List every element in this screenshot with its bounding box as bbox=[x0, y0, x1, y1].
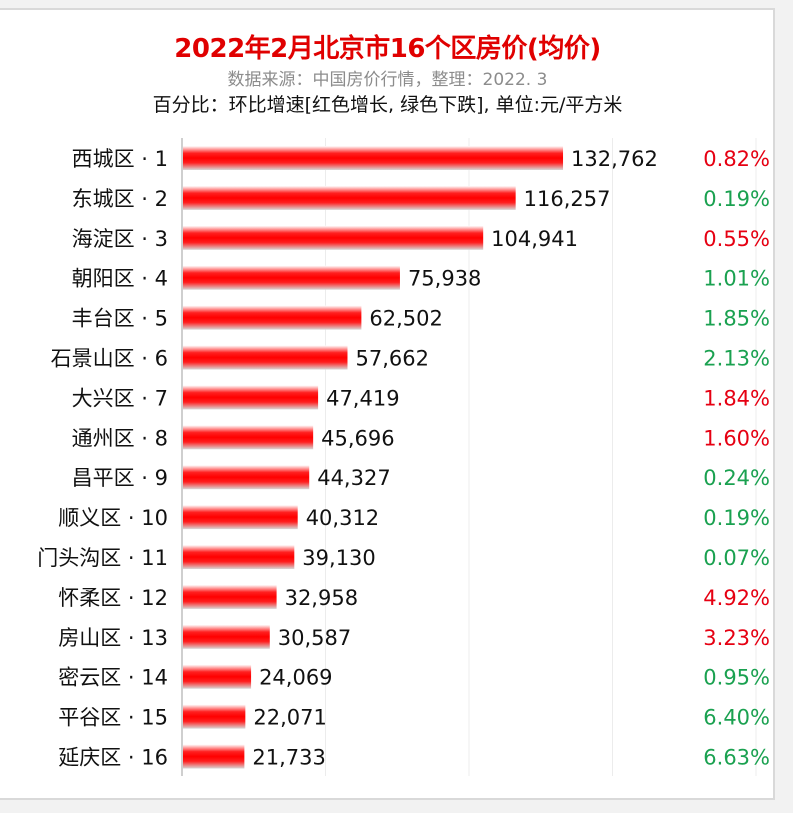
mom-change-label: 6.63% bbox=[703, 746, 770, 770]
mom-change-label: 4.92% bbox=[703, 586, 770, 610]
bar bbox=[183, 146, 564, 170]
value-label: 116,257 bbox=[524, 187, 611, 211]
value-label: 62,502 bbox=[369, 307, 442, 331]
mom-change-label: 0.24% bbox=[703, 466, 770, 490]
category-label: 昌平区 · 9 bbox=[72, 466, 168, 490]
bar bbox=[183, 744, 245, 769]
chart-panel: 2022年2月北京市16个区房价(均价) 数据来源：中国房价行情，整理：2022… bbox=[0, 8, 775, 800]
bar bbox=[183, 185, 516, 210]
mom-change-label: 0.07% bbox=[703, 546, 770, 570]
value-label: 40,312 bbox=[306, 506, 379, 530]
value-label: 44,327 bbox=[317, 466, 390, 490]
mom-change-label: 1.60% bbox=[703, 426, 770, 450]
value-label: 22,071 bbox=[253, 706, 326, 730]
bar bbox=[183, 584, 277, 609]
value-label: 47,419 bbox=[326, 386, 399, 410]
mom-change-label: 6.40% bbox=[703, 706, 770, 730]
value-label: 30,587 bbox=[278, 626, 351, 650]
mom-change-label: 1.01% bbox=[703, 267, 770, 291]
category-label: 延庆区 · 16 bbox=[58, 746, 168, 770]
value-label: 24,069 bbox=[259, 666, 332, 690]
bar bbox=[183, 345, 348, 370]
bar bbox=[183, 664, 252, 689]
category-label: 平谷区 · 15 bbox=[58, 706, 168, 730]
chart-title: 2022年2月北京市16个区房价(均价) bbox=[174, 34, 601, 64]
mom-change-label: 0.55% bbox=[703, 227, 770, 251]
bar bbox=[183, 225, 484, 250]
value-label: 21,733 bbox=[252, 746, 325, 770]
category-label: 海淀区 · 3 bbox=[72, 227, 168, 251]
mom-change-label: 1.85% bbox=[703, 307, 770, 331]
category-label: 大兴区 · 7 bbox=[72, 386, 168, 410]
category-label: 石景山区 · 6 bbox=[51, 347, 168, 371]
category-label: 怀柔区 · 12 bbox=[58, 586, 168, 610]
value-label: 75,938 bbox=[408, 267, 481, 291]
category-label: 顺义区 · 10 bbox=[58, 506, 168, 530]
bar bbox=[183, 545, 295, 569]
bar bbox=[183, 385, 319, 410]
category-label: 房山区 · 13 bbox=[58, 626, 168, 650]
bar bbox=[183, 465, 310, 490]
bar bbox=[183, 624, 270, 649]
mom-change-label: 1.84% bbox=[703, 386, 770, 410]
category-label: 通州区 · 8 bbox=[72, 426, 168, 450]
note-line: 百分比：环比增速[红色增长, 绿色下跌], 单位:元/平方米 bbox=[152, 94, 623, 116]
mom-change-label: 0.19% bbox=[703, 187, 770, 211]
mom-change-label: 3.23% bbox=[703, 626, 770, 650]
value-label: 39,130 bbox=[302, 546, 375, 570]
mom-change-label: 0.82% bbox=[703, 147, 770, 171]
bar bbox=[183, 505, 298, 530]
category-label: 朝阳区 · 4 bbox=[72, 267, 168, 291]
source-line: 数据来源：中国房价行情，整理：2022. 3 bbox=[227, 70, 548, 90]
value-label: 104,941 bbox=[491, 227, 578, 251]
bar bbox=[183, 425, 314, 450]
bar bbox=[183, 265, 400, 290]
bar bbox=[183, 704, 246, 729]
value-label: 45,696 bbox=[321, 426, 394, 450]
mom-change-label: 0.95% bbox=[703, 666, 770, 690]
value-label: 57,662 bbox=[355, 347, 428, 371]
mom-change-label: 2.13% bbox=[703, 347, 770, 371]
mom-change-label: 0.19% bbox=[703, 506, 770, 530]
value-label: 132,762 bbox=[571, 147, 658, 171]
category-label: 丰台区 · 5 bbox=[72, 307, 168, 331]
bar bbox=[183, 305, 362, 330]
value-label: 32,958 bbox=[285, 586, 358, 610]
category-label: 西城区 · 1 bbox=[72, 147, 168, 171]
category-label: 门头沟区 · 11 bbox=[37, 546, 168, 570]
category-label: 密云区 · 14 bbox=[58, 666, 168, 690]
category-label: 东城区 · 2 bbox=[72, 187, 168, 211]
